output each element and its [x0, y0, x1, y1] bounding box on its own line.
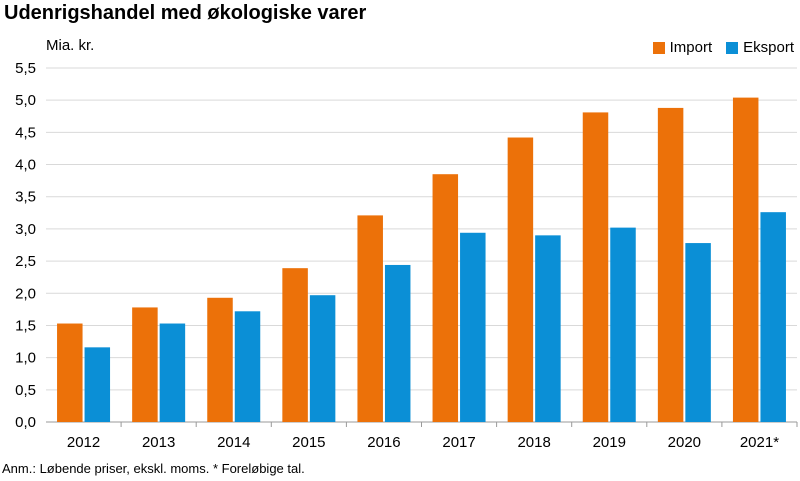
legend-item-eksport: Eksport — [726, 39, 794, 56]
x-tick-label: 2021* — [740, 434, 779, 451]
y-tick-label: 2,0 — [15, 285, 36, 302]
bar-eksport — [760, 212, 786, 422]
bar-import — [507, 137, 534, 422]
x-tick-label: 2017 — [442, 434, 475, 451]
bar-eksport — [610, 227, 636, 422]
bar-import — [132, 307, 158, 422]
y-tick-label: 1,0 — [15, 350, 36, 367]
x-tick-label: 2012 — [67, 434, 100, 451]
legend-item-import: Import — [652, 39, 713, 56]
bar-eksport — [159, 323, 186, 422]
bar-import — [57, 323, 83, 422]
y-tick-label: 3,0 — [15, 221, 36, 238]
bar-import — [207, 297, 233, 422]
x-tick-label: 2020 — [668, 434, 701, 451]
bar-eksport — [535, 235, 561, 422]
y-tick-label: 4,0 — [15, 157, 36, 174]
y-tick-label: 5,0 — [15, 92, 36, 109]
y-tick-label: 4,5 — [15, 124, 36, 141]
bar-import — [732, 97, 759, 422]
legend-swatch-eksport — [726, 41, 739, 54]
bar-import — [282, 268, 308, 422]
y-tick-label: 3,5 — [15, 189, 36, 206]
y-tick-label: 5,5 — [15, 60, 36, 77]
bar-eksport — [234, 311, 261, 422]
y-axis-label: Mia. kr. — [46, 37, 95, 54]
legend: Import Eksport — [652, 39, 794, 56]
bar-eksport — [84, 347, 111, 422]
bar-import — [582, 112, 609, 422]
x-tick-label: 2014 — [217, 434, 250, 451]
x-tick-label: 2019 — [593, 434, 626, 451]
y-tick-label: 1,5 — [15, 317, 36, 334]
legend-swatch-import — [652, 41, 665, 54]
y-tick-label: 2,5 — [15, 253, 36, 270]
bar-import — [357, 215, 383, 422]
bar-import — [657, 107, 684, 422]
chart-title: Udenrigshandel med økologiske varer — [4, 2, 367, 24]
legend-label-eksport: Eksport — [743, 39, 794, 56]
bar-eksport — [309, 295, 336, 422]
bar-import — [432, 174, 459, 422]
x-tick-label: 2018 — [517, 434, 550, 451]
bar-eksport — [384, 264, 411, 422]
x-tick-label: 2015 — [292, 434, 325, 451]
bar-eksport — [460, 232, 486, 422]
legend-label-import: Import — [669, 39, 713, 56]
footnote: Anm.: Løbende priser, ekskl. moms. * For… — [2, 461, 305, 476]
bar-eksport — [685, 243, 711, 422]
x-tick-label: 2016 — [367, 434, 400, 451]
x-tick-label: 2013 — [142, 434, 175, 451]
y-tick-label: 0,5 — [15, 382, 36, 399]
y-tick-label: 0,0 — [15, 414, 36, 431]
